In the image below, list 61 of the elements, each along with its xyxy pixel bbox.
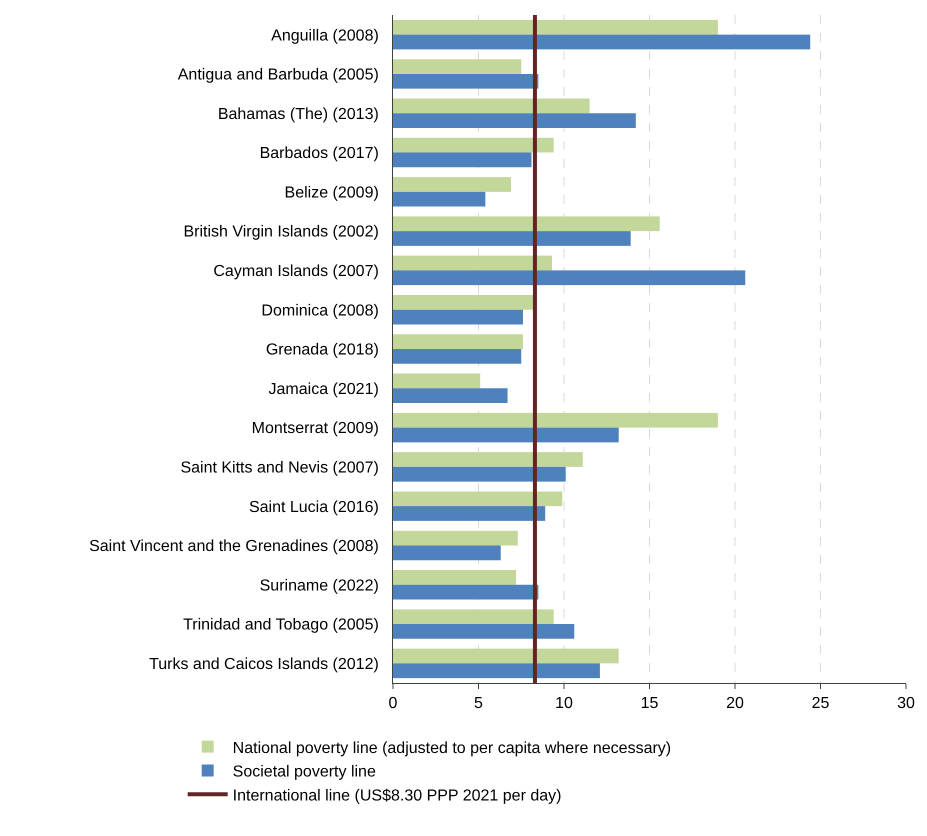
bar [393, 74, 538, 89]
bar [393, 491, 562, 506]
y-tick-label: Saint Lucia (2016) [248, 498, 379, 516]
legend-label: Societal poverty line [232, 764, 376, 781]
bar [393, 216, 660, 232]
bar [393, 374, 480, 388]
x-tick-label: 0 [388, 695, 398, 712]
bar [393, 152, 532, 168]
x-tick-label: 5 [474, 695, 484, 712]
y-tick-label: Jamaica (2021) [268, 380, 379, 398]
bar [393, 34, 810, 50]
y-tick-label: Cayman Islands (2007) [213, 263, 379, 280]
bar [393, 466, 566, 482]
y-tick-label: Anguilla (2008) [271, 27, 379, 44]
bar [393, 545, 501, 560]
bar [393, 349, 522, 364]
bar [393, 270, 746, 286]
y-tick-label: Antigua and Barbuda (2005) [178, 66, 379, 84]
y-tick-label: Saint Kitts and Nevis (2007) [180, 459, 379, 476]
bar [393, 452, 583, 467]
legend-label: International line (US$8.30 PPP 2021 per day) [232, 788, 562, 804]
y-tick-label: Montserrat (2009) [252, 420, 379, 438]
bar [393, 256, 552, 270]
bar [393, 506, 546, 521]
bar [393, 20, 718, 35]
bar [393, 231, 631, 246]
bar [393, 113, 636, 128]
bar [393, 138, 554, 153]
bar [393, 334, 523, 349]
bar [393, 192, 486, 207]
bar [393, 648, 619, 664]
y-tick-label: Saint Vincent and the Grenadines (2008) [89, 538, 379, 556]
x-tick-label: 30 [897, 695, 915, 712]
x-tick-label: 15 [640, 695, 658, 712]
legend-label: National poverty line (adjusted to per capita where necessary) [232, 740, 672, 757]
bar [393, 98, 590, 114]
y-tick-label: Belize (2009) [284, 184, 379, 202]
y-tick-label: Grenada (2018) [266, 342, 379, 359]
x-tick-label: 20 [726, 695, 744, 712]
bar [393, 310, 523, 324]
bar [393, 609, 554, 624]
bar [393, 663, 600, 678]
x-tick-label: 25 [812, 695, 830, 712]
bar [393, 624, 574, 639]
y-tick-label: Barbados (2017) [260, 145, 379, 162]
y-tick-label: Dominica (2008) [261, 302, 379, 320]
y-tick-label: Trinidad and Tobago (2005) [183, 616, 379, 634]
y-tick-label: British Virgin Islands (2002) [183, 224, 379, 241]
bar [393, 177, 511, 192]
y-tick-label: Bahamas (The) (2013) [218, 106, 379, 123]
x-tick-label: 10 [555, 695, 573, 712]
y-tick-label: Suriname (2022) [260, 577, 379, 594]
bar [393, 388, 508, 404]
bar [393, 412, 718, 428]
bar [393, 59, 522, 74]
bar [393, 584, 538, 600]
bar [393, 428, 619, 442]
y-tick-label: Turks and Caicos Islands (2012) [149, 656, 379, 673]
bar [393, 530, 518, 546]
bar [393, 570, 516, 585]
bar [393, 294, 534, 310]
